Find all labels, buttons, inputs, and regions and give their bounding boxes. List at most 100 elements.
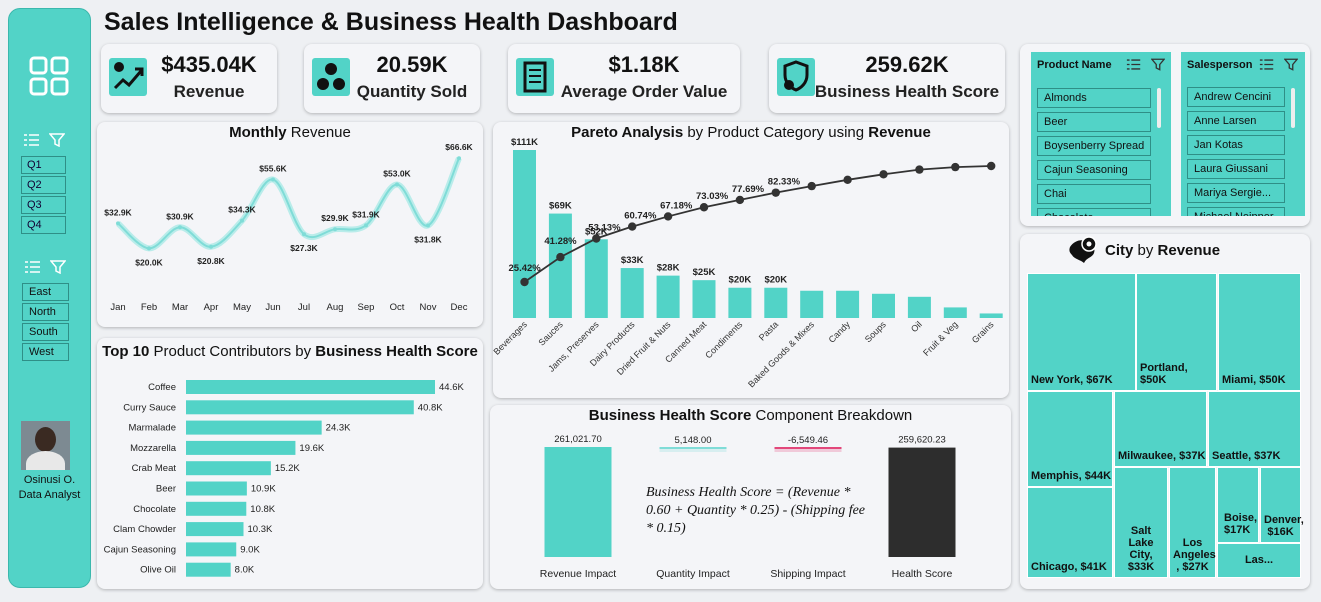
data-point[interactable] bbox=[333, 227, 337, 232]
cumulative-point[interactable] bbox=[735, 195, 745, 205]
cumulative-point[interactable] bbox=[628, 222, 637, 231]
treemap-cell[interactable]: Los Angeles , $27K bbox=[1169, 467, 1216, 578]
salesperson-option[interactable]: Laura Giussani bbox=[1187, 159, 1285, 179]
product-option[interactable]: Boysenberry Spread bbox=[1037, 136, 1151, 156]
data-point[interactable] bbox=[302, 232, 306, 237]
dashboard-grid-icon[interactable] bbox=[28, 55, 70, 97]
bar[interactable] bbox=[584, 239, 608, 318]
treemap-cell[interactable]: Seattle, $37K bbox=[1208, 391, 1301, 467]
cumulative-point[interactable] bbox=[843, 175, 852, 185]
region-option[interactable]: North bbox=[22, 303, 69, 321]
treemap-cell[interactable]: Salt Lake City, $33K bbox=[1114, 467, 1168, 578]
treemap-cell[interactable]: Milwaukee, $37K bbox=[1114, 391, 1207, 467]
product-option[interactable]: Chai bbox=[1037, 184, 1151, 204]
cumulative-point[interactable] bbox=[520, 277, 529, 287]
bar[interactable] bbox=[659, 447, 727, 449]
treemap-cell[interactable]: Boise, $17K bbox=[1217, 467, 1259, 543]
treemap-cell[interactable]: New York, $67K bbox=[1027, 273, 1136, 391]
scrollbar[interactable] bbox=[1157, 88, 1161, 128]
cumulative-point[interactable] bbox=[663, 212, 673, 221]
scrollbar[interactable] bbox=[1291, 88, 1295, 128]
treemap-cell[interactable]: Miami, $50K bbox=[1218, 273, 1301, 391]
salesperson-option[interactable]: Michael Neipper bbox=[1187, 207, 1285, 216]
bar[interactable] bbox=[979, 313, 1003, 318]
data-point[interactable] bbox=[147, 246, 151, 251]
treemap-cell[interactable]: Portland, $50K bbox=[1136, 273, 1217, 391]
bar[interactable] bbox=[513, 150, 536, 318]
bar[interactable] bbox=[548, 213, 572, 318]
data-point[interactable] bbox=[271, 177, 275, 182]
treemap-cell[interactable]: Chicago, $41K bbox=[1027, 487, 1113, 578]
data-point[interactable] bbox=[209, 244, 213, 249]
bar[interactable] bbox=[186, 522, 244, 537]
data-point[interactable] bbox=[116, 221, 120, 226]
bar[interactable] bbox=[620, 268, 644, 318]
salesperson-option[interactable]: Andrew Cencini bbox=[1187, 87, 1285, 107]
bar[interactable] bbox=[728, 287, 752, 318]
treemap-cell[interactable]: Las... bbox=[1217, 543, 1301, 578]
data-point[interactable] bbox=[457, 156, 461, 161]
bar[interactable] bbox=[186, 542, 237, 557]
quarter-option[interactable]: Q4 bbox=[21, 216, 66, 234]
bar[interactable] bbox=[186, 420, 322, 435]
cumulative-point[interactable] bbox=[771, 188, 780, 197]
bar[interactable] bbox=[656, 275, 680, 318]
region-option[interactable]: South bbox=[22, 323, 69, 341]
salesperson-option[interactable]: Mariya Sergie... bbox=[1187, 183, 1285, 203]
bar[interactable] bbox=[186, 380, 435, 394]
chart-title: Business Health Score Component Breakdow… bbox=[588, 407, 913, 424]
bar[interactable] bbox=[836, 290, 860, 318]
region-option[interactable]: West bbox=[22, 343, 69, 361]
bar[interactable] bbox=[907, 296, 931, 318]
cumulative-point[interactable] bbox=[951, 162, 960, 172]
salesperson-option[interactable]: Anne Larsen bbox=[1187, 111, 1285, 131]
quarter-option[interactable]: Q2 bbox=[21, 176, 66, 194]
bar[interactable] bbox=[186, 481, 247, 496]
filter-icon[interactable] bbox=[1151, 58, 1165, 71]
region-option[interactable]: East bbox=[22, 283, 69, 301]
treemap-cell[interactable]: Memphis, $44K bbox=[1027, 391, 1113, 487]
bar[interactable] bbox=[186, 501, 247, 516]
bar[interactable] bbox=[186, 400, 414, 415]
bar[interactable] bbox=[186, 461, 271, 476]
bar[interactable] bbox=[774, 447, 842, 449]
bar[interactable] bbox=[800, 290, 824, 318]
bar[interactable] bbox=[692, 280, 716, 318]
bar[interactable] bbox=[764, 287, 788, 318]
data-point[interactable] bbox=[178, 225, 182, 230]
product-option[interactable]: Beer bbox=[1037, 112, 1151, 132]
cumulative-point[interactable] bbox=[556, 252, 565, 262]
product-option[interactable]: Cajun Seasoning bbox=[1037, 160, 1151, 180]
quarter-option[interactable]: Q1 bbox=[21, 156, 66, 174]
data-point[interactable] bbox=[395, 182, 399, 187]
filter-icon[interactable] bbox=[50, 260, 66, 274]
data-point[interactable] bbox=[364, 223, 368, 228]
cumulative-point[interactable] bbox=[879, 170, 888, 179]
data-point[interactable] bbox=[240, 218, 244, 223]
treemap-cell[interactable]: Denver, $16K bbox=[1260, 467, 1304, 543]
cumulative-point[interactable] bbox=[699, 203, 709, 212]
multi-select-icon[interactable] bbox=[1259, 58, 1275, 71]
bar[interactable] bbox=[186, 440, 296, 455]
filter-icon[interactable] bbox=[1284, 58, 1298, 71]
cumulative-point[interactable] bbox=[592, 234, 601, 243]
data-point[interactable] bbox=[426, 223, 430, 228]
salesperson-option[interactable]: Jan Kotas bbox=[1187, 135, 1285, 155]
product-option[interactable]: Almonds bbox=[1037, 88, 1151, 108]
multi-select-icon[interactable] bbox=[1126, 58, 1142, 71]
data-label: 41.28% bbox=[544, 236, 577, 247]
tick-label: Sep bbox=[358, 302, 375, 313]
multi-select-icon[interactable] bbox=[24, 260, 42, 274]
cumulative-point[interactable] bbox=[987, 161, 996, 171]
bar[interactable] bbox=[544, 447, 612, 557]
filter-icon[interactable] bbox=[49, 133, 65, 147]
bar[interactable] bbox=[888, 447, 956, 557]
quarter-option[interactable]: Q3 bbox=[21, 196, 66, 214]
product-option[interactable]: Chocolate bbox=[1037, 208, 1151, 216]
bar[interactable] bbox=[186, 562, 231, 577]
bar[interactable] bbox=[943, 307, 967, 318]
bar[interactable] bbox=[872, 293, 895, 318]
multi-select-icon[interactable] bbox=[23, 133, 41, 147]
cumulative-point[interactable] bbox=[807, 181, 816, 191]
cumulative-point[interactable] bbox=[915, 165, 924, 174]
